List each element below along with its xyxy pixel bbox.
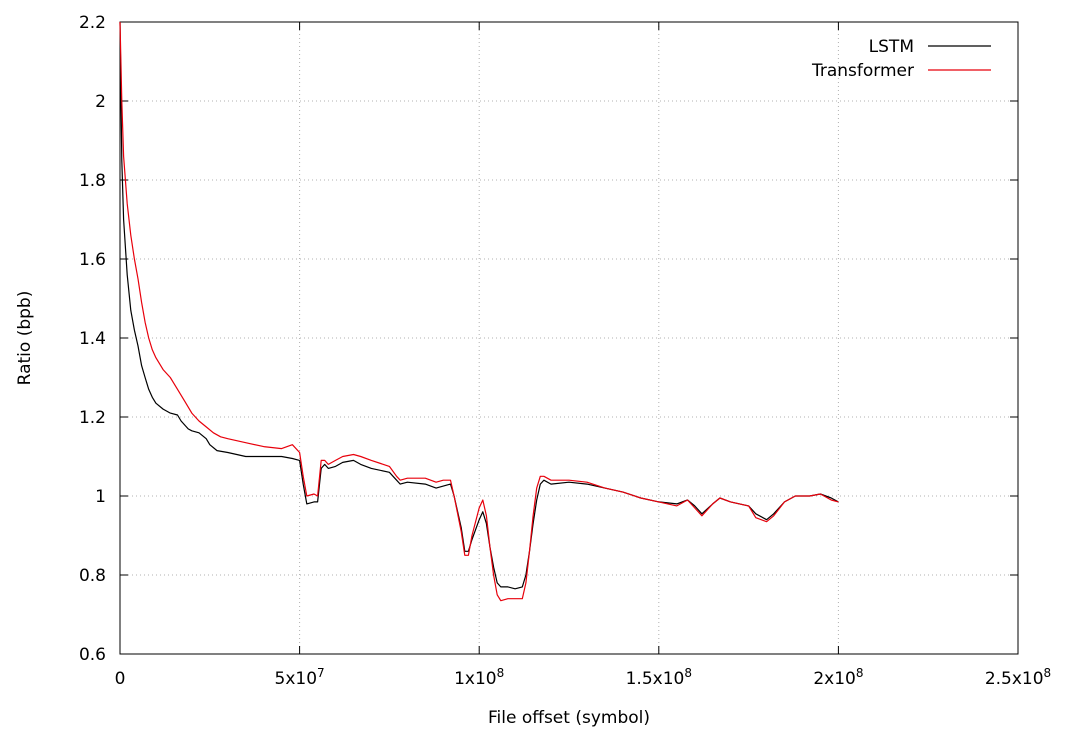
y-tick-label: 1.2 (79, 408, 106, 428)
y-tick-label: 0.6 (79, 645, 106, 665)
gridlines (120, 22, 1018, 654)
x-tick-label: 0 (115, 669, 126, 689)
y-tick-label: 1.6 (79, 250, 106, 270)
y-tick-label: 2.2 (79, 13, 106, 33)
legend-label-transformer: Transformer (811, 61, 914, 81)
y-axis-title: Ratio (bpb) (15, 291, 35, 386)
x-axis-title: File offset (symbol) (488, 708, 650, 728)
series-layer (119, 21, 839, 602)
y-tick-label: 1.8 (79, 171, 106, 191)
series-transformer-line (119, 21, 839, 602)
y-tick-label: 1.4 (79, 329, 106, 349)
legend: LSTM Transformer (811, 37, 991, 81)
legend-label-lstm: LSTM (869, 37, 914, 57)
x-tick-label: 1x108 (454, 666, 504, 689)
x-tick-label: 2.5x108 (985, 666, 1051, 689)
x-tick-label: 5x107 (275, 666, 325, 689)
y-tick-label: 1 (95, 487, 106, 507)
y-tick-label: 2 (95, 92, 106, 112)
series-lstm-line (119, 21, 839, 590)
axis-ticks: 0.6 0.8 1 1.2 1.4 1.6 1.8 2 2.2 0 5x107 1x108 1.5x10… (79, 13, 1051, 689)
x-tick-label: 1.5x108 (626, 666, 692, 689)
x-tick-label: 2x108 (813, 666, 863, 689)
y-tick-label: 0.8 (79, 566, 106, 586)
